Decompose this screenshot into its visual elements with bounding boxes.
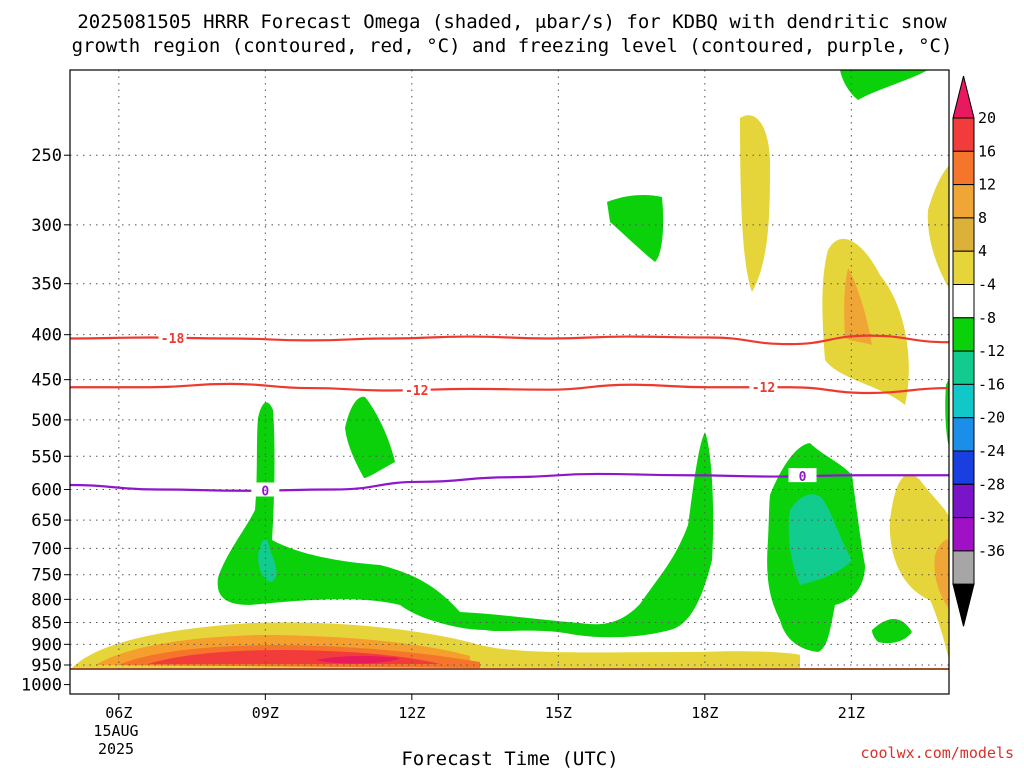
y-tick-label: 950 <box>31 656 62 676</box>
y-tick-label: 600 <box>31 481 62 501</box>
colorbar-segment <box>952 250 975 285</box>
x-axis: 06Z 09Z 12Z 15Z 18Z 21Z <box>105 694 865 722</box>
isotherm-label: -12 <box>405 384 428 399</box>
colorbar-label: 16 <box>978 142 996 160</box>
y-tick-label: 850 <box>31 614 62 634</box>
colorbar-label: -12 <box>978 342 1005 360</box>
colorbar-label: 4 <box>978 242 987 260</box>
y-axis: 2503003504004505005506006507007508008509… <box>21 146 70 696</box>
isotherm-line <box>70 382 949 395</box>
colorbar-segment <box>952 217 975 252</box>
y-tick-label: 500 <box>31 411 62 431</box>
y-tick-label: 650 <box>31 511 62 531</box>
chart-title-line2: growth region (contoured, red, °C) and f… <box>72 35 953 57</box>
y-tick-label: 750 <box>31 566 62 586</box>
colorbar-label: -28 <box>978 475 1005 493</box>
colorbar-segment <box>952 550 975 585</box>
colorbar-label: -4 <box>978 276 996 294</box>
y-tick-label: 550 <box>31 447 62 467</box>
isotherm-line <box>70 334 949 346</box>
isotherm-label: -12 <box>752 381 775 396</box>
colorbar-segment <box>952 117 975 152</box>
isotherm-label-bg <box>251 482 280 497</box>
x-tick-label: 21Z <box>838 704 865 722</box>
colorbar-label: -24 <box>978 442 1005 460</box>
colorbar-label: 20 <box>978 109 996 127</box>
x-tick-label: 12Z <box>398 704 425 722</box>
colorbar-segment <box>952 517 975 552</box>
y-tick-label: 800 <box>31 590 62 610</box>
omega-upper-yellow-1 <box>740 115 770 293</box>
x-tick-label: 18Z <box>691 704 718 722</box>
x-tick-label: 06Z <box>105 704 132 722</box>
isotherm-label-bg <box>788 468 817 483</box>
omega-green-300 <box>607 194 664 262</box>
omega-teal-right <box>788 494 852 585</box>
ground-terrain <box>70 668 949 670</box>
colorbar-segment <box>952 383 975 419</box>
colorbar-label: -32 <box>978 509 1005 527</box>
colorbar-segment <box>952 284 975 319</box>
y-tick-label: 900 <box>31 635 62 655</box>
omega-green-500 <box>345 396 395 478</box>
omega-green-small <box>872 618 912 644</box>
colorbar-segment <box>952 350 975 385</box>
omega-right-yellow-upper <box>927 165 949 289</box>
omega-green-main <box>217 402 714 638</box>
chart-title-line1: 2025081505 HRRR Forecast Omega (shaded, … <box>77 11 947 33</box>
omega-shading <box>70 70 949 670</box>
colorbar-segment <box>952 184 975 219</box>
isotherm-label-bg <box>158 329 187 344</box>
isotherm-contours: -18 -12 -12 0 0 <box>70 329 949 499</box>
omega-upper-orange <box>844 268 872 345</box>
colorbar-segment <box>952 317 975 352</box>
colorbar-label: 12 <box>978 176 996 194</box>
isotherm-label: 0 <box>261 484 269 499</box>
plot-frame <box>69 69 950 695</box>
y-tick-label: 250 <box>31 146 62 166</box>
date-label-day: 15AUG <box>93 722 138 740</box>
isotherm-label: -18 <box>161 332 185 347</box>
y-tick-label: 300 <box>31 216 62 236</box>
x-axis-title: Forecast Time (UTC) <box>401 748 618 768</box>
colorbar-label: 8 <box>978 209 987 227</box>
colorbar-segment <box>952 417 975 452</box>
x-tick-label: 15Z <box>545 704 572 722</box>
omega-right-orange <box>934 539 949 609</box>
isotherm-label: 0 <box>799 470 807 485</box>
omega-band-magenta <box>315 655 400 664</box>
omega-green-top <box>840 70 928 100</box>
colorbar-top-arrow <box>952 75 975 119</box>
y-tick-label: 350 <box>31 275 62 295</box>
x-tick-label: 09Z <box>252 704 279 722</box>
colorbar-label: -20 <box>978 409 1005 427</box>
y-tick-label: 450 <box>31 371 62 391</box>
colorbar-segment <box>952 150 975 186</box>
y-tick-label: 400 <box>31 326 62 346</box>
isotherm-label-bg <box>749 379 778 394</box>
colorbar-segment <box>952 483 975 519</box>
colorbar-segment <box>952 450 975 485</box>
colorbar-label: -8 <box>978 309 996 327</box>
omega-green-right-edge <box>945 379 949 447</box>
colorbar: 20 16 12 8 4 -4 -8 -12 -16 -20 -24 -28 -32 -36 <box>952 75 1005 627</box>
colorbar-label: -36 <box>978 542 1005 560</box>
colorbar-label: -16 <box>978 375 1005 393</box>
omega-right-yellow-lower <box>889 474 949 661</box>
colorbar-bottom-arrow <box>952 583 975 627</box>
isotherm-label-bg <box>402 381 431 396</box>
omega-teal-left <box>258 538 277 582</box>
y-tick-label: 1000 <box>21 676 62 696</box>
credit-text: coolwx.com/models <box>860 744 1014 762</box>
y-tick-label: 700 <box>31 539 62 559</box>
date-label-year: 2025 <box>98 740 134 758</box>
